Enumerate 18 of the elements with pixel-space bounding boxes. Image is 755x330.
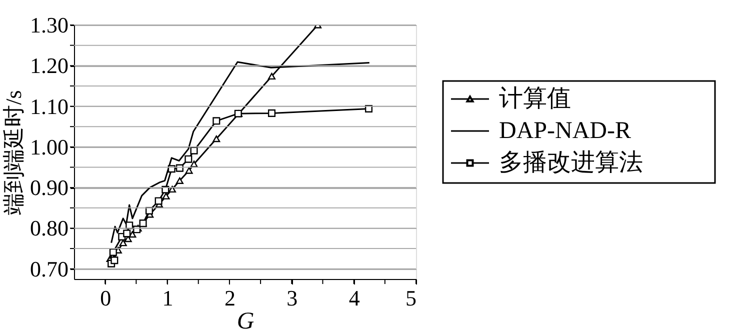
y-axis-title: 端到端延时/s: [1, 90, 26, 215]
x-tick-label: 2: [224, 286, 236, 310]
legend-label: 多播改进算法: [499, 150, 643, 176]
x-tick-label: 0: [100, 286, 112, 310]
legend-label: DAP-NAD-R: [499, 118, 631, 144]
y-tick-label: 1.00: [30, 134, 68, 160]
x-tick-label: 4: [348, 286, 360, 310]
y-tick-label: 0.90: [30, 175, 68, 200]
y-tick-label: 1.20: [30, 53, 68, 78]
y-tick-label: 1.10: [30, 94, 68, 119]
x-tick-label: 3: [286, 286, 298, 310]
x-tick-label: 1: [162, 286, 174, 310]
x-axis-title: G: [236, 308, 254, 330]
y-tick-label: 0.80: [30, 216, 68, 241]
y-tick-label: 1.30: [30, 12, 68, 38]
x-tick-label: 5: [406, 286, 416, 310]
legend-label: 计算值: [499, 86, 571, 112]
y-tick-label: 0.70: [30, 256, 68, 282]
